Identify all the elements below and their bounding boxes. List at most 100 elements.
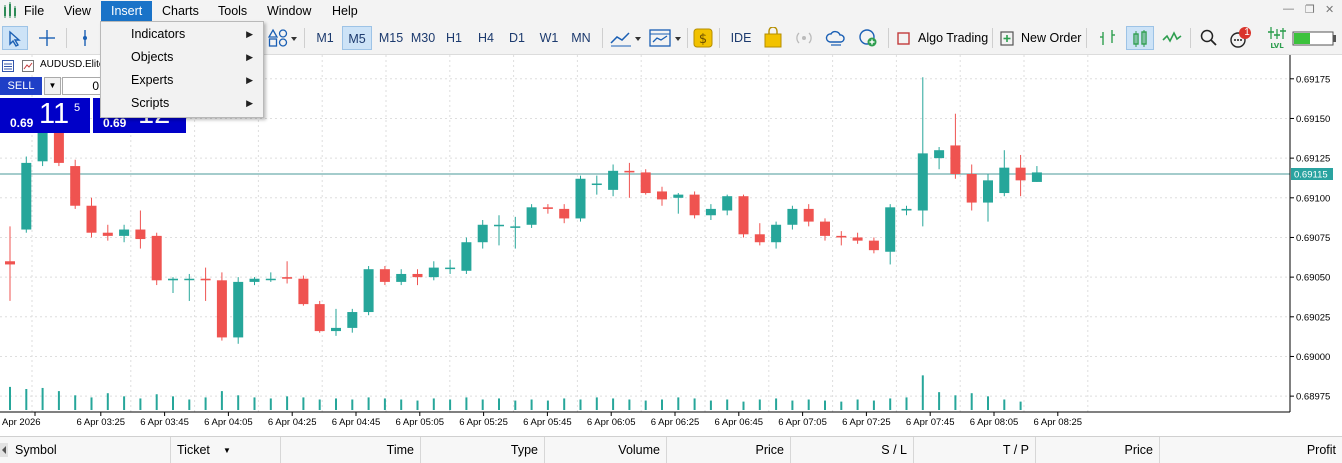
search-icon[interactable] [1198, 27, 1220, 49]
volume-dropdown[interactable]: ▼ [44, 77, 61, 95]
candle [331, 308, 341, 336]
timeframe-mn[interactable]: MN [571, 31, 591, 45]
chart-window-icon[interactable] [22, 60, 34, 72]
insert-objects[interactable]: Objects ▶ [101, 46, 263, 69]
signal-icon[interactable] [793, 27, 815, 49]
price-scale[interactable]: 0.69175 0.69150 0.69125 0.69100 0.69075 0.690… [1290, 74, 1330, 403]
candle-body [200, 278, 211, 281]
menu-insert[interactable]: Insert [101, 1, 153, 21]
timeframe-m5[interactable]: M5 [342, 26, 372, 50]
column-price[interactable]: Price [667, 437, 791, 463]
x-tick-label: 6 Apr 03:25 [76, 417, 125, 428]
timeframe-m30[interactable]: M30 [410, 31, 436, 45]
coin-icon[interactable]: $ [692, 27, 714, 49]
timeframe-m15[interactable]: M15 [378, 31, 404, 45]
column-ticket[interactable]: Ticket ▼ [171, 437, 281, 463]
insert-scripts-label: Scripts [131, 96, 170, 110]
candle-body [722, 196, 733, 211]
column-type[interactable]: Type [421, 437, 545, 463]
insert-scripts[interactable]: Scripts ▶ [101, 92, 263, 115]
crosshair-button[interactable] [34, 26, 60, 50]
menu-help[interactable]: Help [332, 4, 358, 18]
candle [184, 273, 195, 301]
candle-body [216, 280, 227, 338]
candle [5, 226, 15, 301]
bar-chart-button[interactable] [1126, 26, 1154, 50]
candle-body [168, 278, 178, 281]
candle-body [1031, 172, 1042, 182]
candle-body [494, 224, 504, 227]
column-tp[interactable]: T / P [914, 437, 1036, 463]
insert-experts[interactable]: Experts ▶ [101, 69, 263, 92]
candle-body [673, 194, 684, 198]
close-icon[interactable]: ✕ [1325, 4, 1335, 16]
submenu-arrow-icon: ▶ [246, 52, 253, 62]
menu-file[interactable]: File [24, 4, 45, 18]
timeframe-h1[interactable]: H1 [446, 31, 462, 45]
candle-body [510, 226, 521, 228]
ide-button[interactable]: IDE [730, 31, 752, 45]
chart-list-icon[interactable] [2, 60, 14, 72]
restore-icon[interactable]: ❐ [1305, 4, 1315, 16]
candle [542, 204, 553, 214]
candle [265, 272, 276, 282]
new-order-button[interactable]: New Order [1021, 31, 1082, 45]
template-icon[interactable] [648, 27, 684, 49]
candle [868, 237, 879, 254]
x-tick-label: 6 Apr 07:05 [778, 417, 827, 428]
column-sl[interactable]: S / L [791, 437, 914, 463]
column-profit[interactable]: Profit [1306, 443, 1336, 457]
candle-body [624, 170, 635, 173]
current-price-tag [1291, 168, 1333, 180]
sell-price-button[interactable]: 0.69 11 5 [0, 98, 90, 133]
depth-icon[interactable] [1097, 27, 1119, 49]
algo-trading-button[interactable]: Algo Trading [918, 31, 989, 45]
candle-body [934, 150, 945, 159]
menu-view[interactable]: View [64, 4, 91, 18]
time-scale[interactable]: Apr 2026 6 Apr 03:25 6 Apr 03:45 6 Apr 04:0… [2, 412, 1082, 428]
candle-body [249, 278, 260, 282]
stop-icon [897, 32, 910, 45]
sell-label[interactable]: SELL [0, 77, 42, 95]
svg-text:LVL: LVL [1270, 42, 1284, 50]
menu-tools[interactable]: Tools [218, 4, 248, 18]
menu-charts[interactable]: Charts [162, 4, 199, 18]
candle-body [265, 278, 276, 281]
candle [233, 277, 244, 344]
collapse-toolbox-icon[interactable] [0, 443, 10, 457]
column-current-price[interactable]: Price [1036, 437, 1160, 463]
notification-icon[interactable] [1228, 27, 1256, 49]
timeframe-h4[interactable]: H4 [478, 31, 494, 45]
chart-canvas[interactable]: 0.691750.691500.691250.691000.690750.690… [0, 55, 1342, 436]
column-volume[interactable]: Volume [545, 437, 667, 463]
shapes-icon [267, 28, 297, 47]
battery-icon [1292, 31, 1336, 46]
vps-icon[interactable] [857, 27, 879, 49]
candle-body [347, 312, 358, 328]
insert-menu-dropdown: Indicators ▶ Objects ▶ Experts ▶ Scripts… [100, 21, 264, 118]
column-symbol[interactable]: Symbol [9, 437, 171, 463]
shapes-button[interactable] [265, 26, 299, 50]
volume-input[interactable]: 0 [62, 77, 102, 95]
market-bag-icon[interactable] [762, 27, 784, 49]
candle-body [803, 208, 814, 222]
cursor-button[interactable] [2, 26, 28, 50]
candle [102, 224, 113, 241]
column-time[interactable]: Time [281, 437, 421, 463]
timeframe-d1[interactable]: D1 [509, 31, 525, 45]
timeframe-m1[interactable]: M1 [316, 31, 334, 45]
minimize-icon[interactable]: — [1283, 3, 1294, 15]
menu-window[interactable]: Window [267, 4, 312, 18]
candle-body [102, 232, 113, 236]
price-chart[interactable]: 0.69175 0.69150 0.69125 0.69100 0.69075 0.690… [0, 55, 1342, 436]
vertical-line-button[interactable] [74, 26, 96, 50]
candle-body [738, 196, 749, 235]
cloud-icon[interactable] [825, 27, 847, 49]
lvl-icon[interactable]: LVL [1265, 25, 1289, 51]
chart-type-icon[interactable] [609, 27, 643, 49]
insert-indicators[interactable]: Indicators ▶ [101, 23, 263, 46]
timeframe-w1[interactable]: W1 [539, 31, 559, 45]
x-tick-label: 6 Apr 08:05 [970, 417, 1019, 428]
trade-signals-icon[interactable] [1161, 27, 1183, 49]
